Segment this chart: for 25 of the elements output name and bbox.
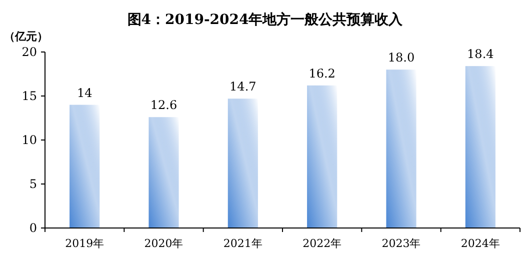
data-label: 14 <box>76 86 93 100</box>
x-tick-label: 2024年 <box>460 237 500 250</box>
data-label: 12.6 <box>150 98 178 112</box>
y-tick-label: 20 <box>22 45 37 59</box>
bar <box>465 66 496 228</box>
data-label: 18.4 <box>467 47 494 62</box>
x-tick-label: 2023年 <box>382 237 421 250</box>
bar <box>228 98 258 228</box>
y-axis-title: （亿元） <box>4 30 48 43</box>
chart-title: 图4：2019-2024年地方一般公共预算收入 <box>127 11 404 28</box>
x-tick-label: 2021年 <box>223 237 262 250</box>
x-tick-label: 2022年 <box>302 237 342 250</box>
data-label: 14.7 <box>230 80 256 94</box>
data-label: 16.2 <box>308 66 336 80</box>
y-tick-label: 10 <box>22 133 37 147</box>
bar <box>307 85 338 228</box>
y-tick-label: 15 <box>22 89 37 103</box>
y-tick-label: 5 <box>29 177 37 191</box>
y-tick-label: 0 <box>29 221 37 235</box>
bar <box>70 104 100 228</box>
bar <box>386 70 416 228</box>
x-tick-label: 2020年 <box>144 237 184 250</box>
bar <box>148 117 179 228</box>
data-label: 18.0 <box>388 50 415 65</box>
x-tick-label: 2019年 <box>65 237 104 250</box>
